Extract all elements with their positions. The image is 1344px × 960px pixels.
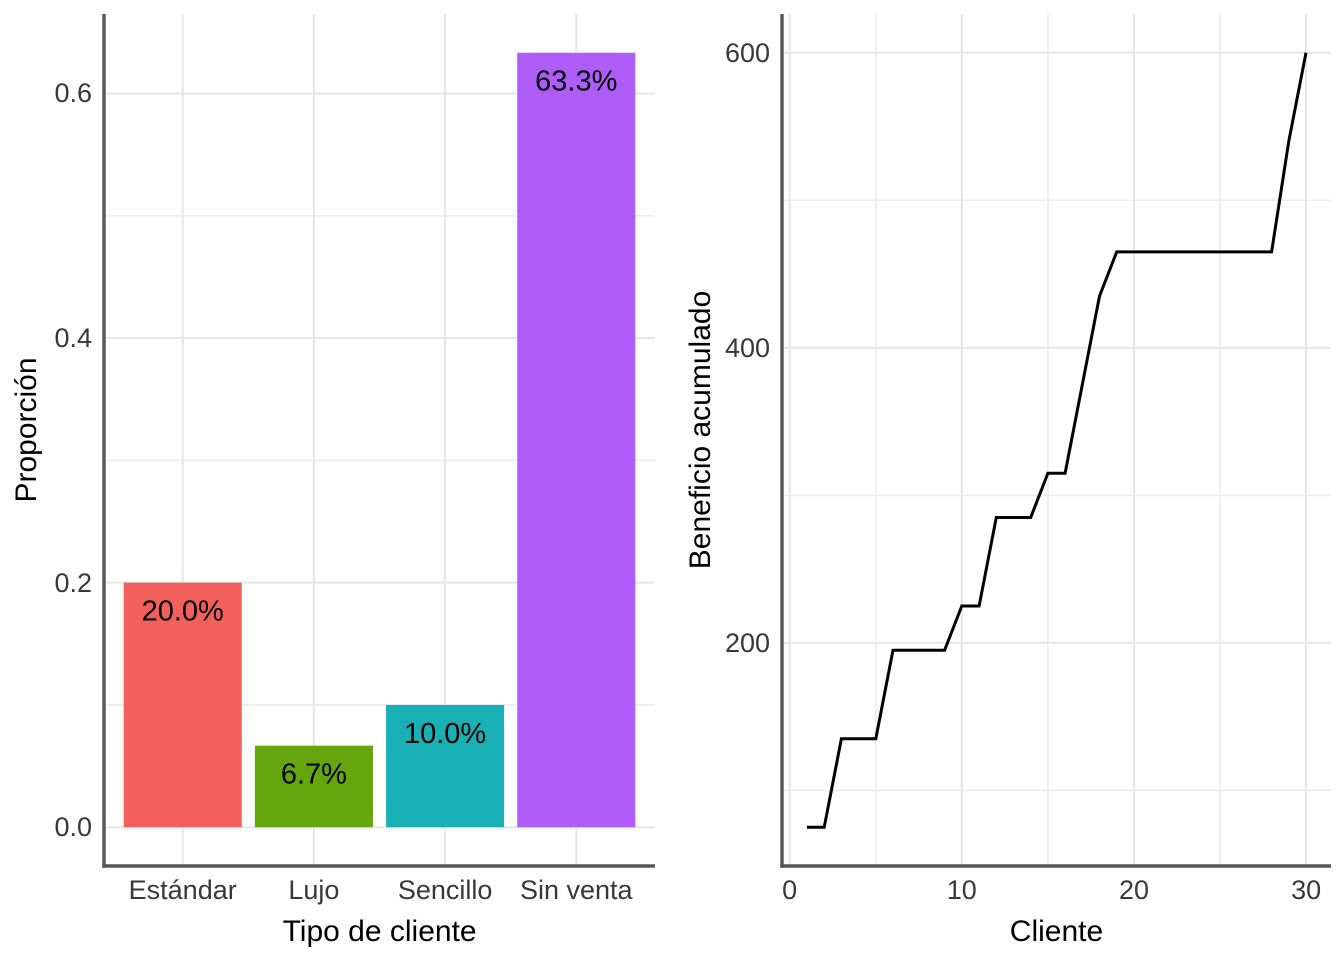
line-chart-series bbox=[807, 52, 1308, 829]
bar-value-sencillo: 10.0% bbox=[404, 718, 486, 750]
bar-chart-x-category-labels: Estándar Lujo Sencillo Sin venta bbox=[129, 875, 634, 905]
y-tick-400: 400 bbox=[725, 333, 770, 363]
line-chart-x-axis-title: Cliente bbox=[1010, 915, 1103, 948]
line-chart-gridlines bbox=[782, 14, 1331, 866]
x-tick-0: 0 bbox=[782, 875, 797, 905]
bar-value-estandar: 20.0% bbox=[142, 596, 224, 628]
x-tick-20: 20 bbox=[1119, 875, 1149, 905]
category-label-sin-venta: Sin venta bbox=[520, 875, 634, 905]
bar-value-lujo: 6.7% bbox=[281, 759, 347, 791]
line-chart-x-tick-labels: 0 10 20 30 bbox=[782, 875, 1321, 905]
category-label-estandar: Estándar bbox=[129, 875, 237, 905]
category-label-lujo: Lujo bbox=[288, 875, 339, 905]
y-tick-200: 200 bbox=[725, 628, 770, 658]
y-tick-0.4: 0.4 bbox=[54, 323, 92, 353]
y-tick-0.6: 0.6 bbox=[54, 78, 92, 108]
line-chart-y-axis-title: Beneficio acumulado bbox=[684, 291, 717, 570]
category-label-sencillo: Sencillo bbox=[398, 875, 493, 905]
bar-chart-bars bbox=[123, 52, 636, 828]
bar-sencillo bbox=[386, 704, 505, 828]
x-tick-30: 30 bbox=[1291, 875, 1321, 905]
bar-estándar bbox=[123, 582, 242, 828]
y-tick-0.2: 0.2 bbox=[54, 568, 92, 598]
bar-chart-y-tick-labels: 0.0 0.2 0.4 0.6 bbox=[54, 78, 92, 842]
bar-chart-value-labels: 20.0% 6.7% 10.0% 63.3% bbox=[142, 66, 618, 791]
bar-chart-x-axis-title: Tipo de cliente bbox=[283, 915, 477, 948]
line-chart-axis-lines bbox=[780, 14, 1331, 868]
y-tick-600: 600 bbox=[725, 38, 770, 68]
bar-sin-venta bbox=[517, 52, 636, 828]
line-chart-y-tick-labels: 200 400 600 bbox=[725, 38, 770, 658]
x-tick-10: 10 bbox=[947, 875, 977, 905]
bar-value-sin-venta: 63.3% bbox=[535, 66, 617, 98]
y-tick-0.0: 0.0 bbox=[54, 812, 92, 842]
bar-chart-y-axis-title: Proporción bbox=[10, 357, 43, 502]
cumulative-benefit-line bbox=[807, 52, 1308, 829]
bar-chart-axis-lines bbox=[102, 14, 655, 868]
bar-lujo bbox=[254, 745, 373, 828]
